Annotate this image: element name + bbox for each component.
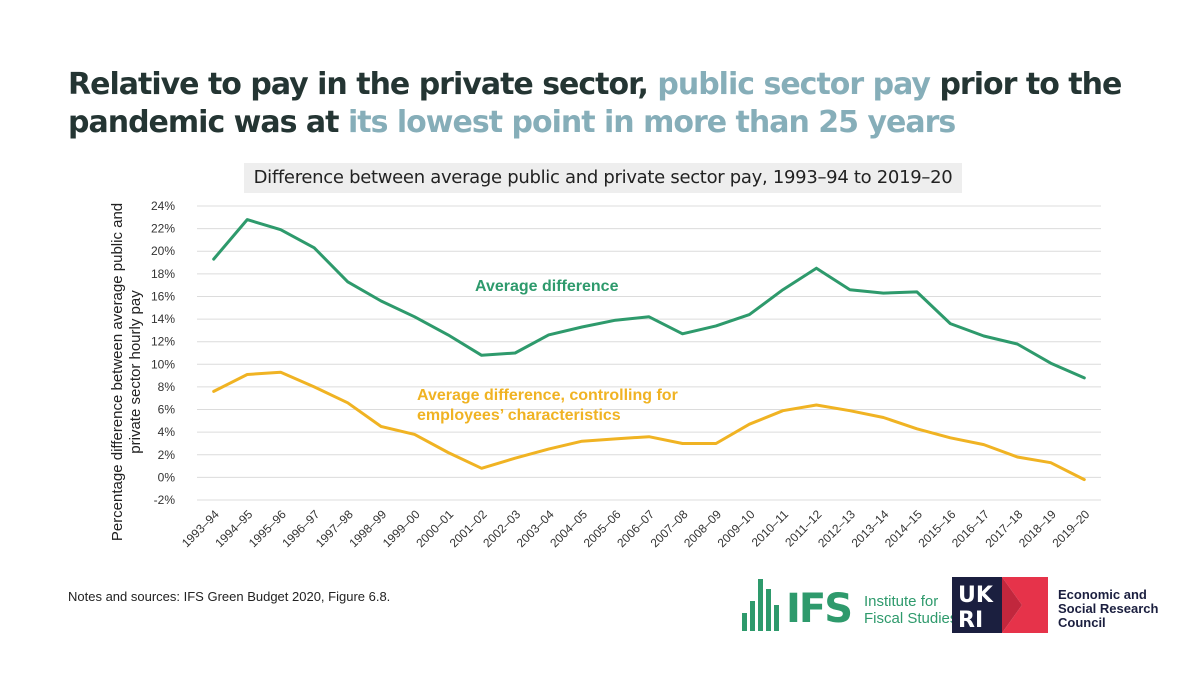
headline-part-1: Relative to pay in the private sector,: [68, 67, 658, 102]
series-label-controlled-line-2: employees’ characteristics: [417, 407, 621, 424]
y-axis-label-line-2: private sector hourly pay: [127, 290, 144, 454]
y-tick-label: 2%: [158, 448, 176, 462]
series-line-average-difference-controlling-for-employees-characteristics: [212, 370, 1086, 482]
y-tick-label: 22%: [151, 222, 175, 236]
y-tick-label: 16%: [151, 289, 175, 303]
y-tick-label: 14%: [151, 312, 175, 326]
series-label-average-difference: Average difference: [475, 278, 619, 295]
y-axis-ticks: -2% 0% 2% 4% 6% 8% 10% 12% 14% 16% 18% 20% 22% 24%: [151, 199, 175, 507]
chart-title-bar: Difference between average public and pr…: [244, 163, 962, 193]
y-tick-label: 20%: [151, 244, 175, 258]
ukri-council-name: Economic and Social Research Council: [1058, 587, 1159, 630]
y-tick-label: 0%: [158, 470, 176, 484]
series-line-average-difference: [212, 218, 1086, 380]
x-axis-ticks: 1993–941994–951995–961996–971997–981998–…: [179, 507, 1093, 550]
y-tick-label: 6%: [158, 403, 176, 417]
y-axis-label-line-1: Percentage difference between average pu…: [109, 203, 126, 541]
series-label-controlled-line-1: Average difference, controlling for: [417, 387, 678, 404]
svg-text:RI: RI: [958, 608, 983, 633]
y-tick-label: 4%: [158, 425, 176, 439]
y-tick-label: 8%: [158, 380, 176, 394]
series-lines: [212, 218, 1086, 482]
line-chart: -2% 0% 2% 4% 6% 8% 10% 12% 14% 16% 18% 20% 22% 24% 19…: [109, 199, 1101, 550]
x-tick-label: 2009–10: [715, 507, 758, 550]
y-tick-label: 24%: [151, 199, 175, 213]
headline-highlight-2: its lowest point in more than 25 years: [347, 105, 956, 140]
ifs-wordmark: IFS: [786, 586, 853, 632]
y-tick-label: -2%: [154, 493, 176, 507]
y-tick-label: 18%: [151, 267, 175, 281]
x-tick-label: 2019–20: [1049, 507, 1092, 550]
y-tick-label: 12%: [151, 335, 175, 349]
ifs-name: Institute for Fiscal Studies: [864, 593, 958, 627]
headline-part-2: prior to the pandemic was at: [68, 67, 1122, 140]
headline: Relative to pay in the private sector, p…: [68, 66, 1168, 142]
chart-title: Difference between average public and pr…: [253, 167, 953, 188]
ifs-bars-icon: [742, 579, 782, 631]
y-tick-label: 10%: [151, 357, 175, 371]
svg-text:UK: UK: [958, 583, 994, 608]
gridlines: [197, 205, 1101, 501]
ukri-logo-icon: UK RI: [952, 577, 1048, 633]
headline-highlight-1: public sector pay: [657, 67, 931, 102]
notes-and-sources: Notes and sources: IFS Green Budget 2020…: [68, 589, 391, 604]
